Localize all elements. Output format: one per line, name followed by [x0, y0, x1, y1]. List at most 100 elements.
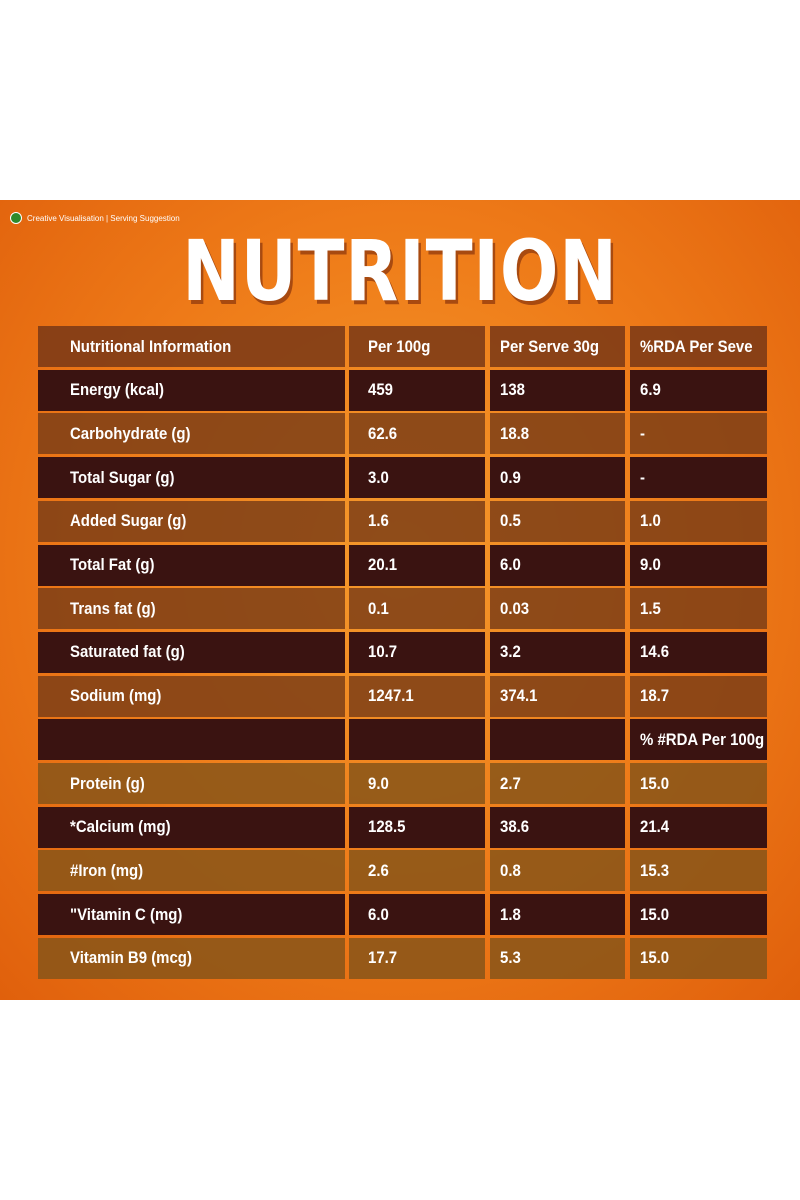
cell-text: Per 100g [368, 336, 431, 356]
cell-text: 6.9 [640, 380, 661, 400]
cell-text: 9.0 [368, 773, 389, 793]
table-cell: Carbohydrate (g) [38, 413, 345, 455]
table-cell [349, 719, 485, 761]
table-cell: Saturated fat (g) [38, 631, 345, 673]
cell-text: 6.0 [368, 904, 389, 924]
cell-text: 138 [500, 380, 525, 400]
table-cell: 459 [349, 369, 485, 411]
table-cell: *Calcium (mg) [38, 806, 345, 848]
cell-text: 15.0 [640, 773, 670, 793]
cell-text: 0.8 [500, 860, 521, 880]
cell-text: 128.5 [368, 817, 406, 837]
cell-text: 15.3 [640, 860, 670, 880]
table-cell: 0.1 [349, 588, 485, 630]
cell-text: 9.0 [640, 555, 661, 574]
cell-text: Sodium (mg) [70, 686, 162, 706]
cell-text: Added Sugar (g) [70, 511, 187, 531]
badge-text: Creative Visualisation | Serving Suggest… [27, 213, 180, 223]
title: NUTRITION [182, 222, 618, 320]
cell-text: Carbohydrate (g) [70, 423, 191, 443]
badge: Creative Visualisation | Serving Suggest… [10, 212, 180, 224]
table-cell: Energy (kcal) [38, 369, 345, 411]
table-cell: 9.0 [630, 544, 767, 586]
cell-text: 21.4 [640, 817, 670, 837]
table-cell: Total Sugar (g) [38, 457, 345, 499]
cell-text: Total Fat (g) [70, 555, 155, 574]
table-cell: 15.0 [630, 894, 767, 936]
cell-text: 1247.1 [368, 686, 414, 706]
cell-text: 2.7 [500, 773, 521, 793]
cell-text: *Calcium (mg) [70, 817, 171, 837]
table-cell: 1.0 [630, 500, 767, 542]
table-cell: Added Sugar (g) [38, 500, 345, 542]
table-cell: 1.8 [490, 894, 625, 936]
cell-text: % #RDA Per 100g [640, 729, 765, 749]
table-cell: 138 [490, 369, 625, 411]
cell-text: 459 [368, 380, 393, 400]
table-cell: Protein (g) [38, 763, 345, 804]
cell-text: 0.03 [500, 598, 530, 618]
table-cell: 10.7 [349, 631, 485, 673]
table-cell: 18.8 [490, 413, 625, 455]
cell-text: 0.1 [368, 598, 389, 618]
cell-text: Total Sugar (g) [70, 467, 175, 487]
cell-text: Saturated fat (g) [70, 642, 185, 662]
cell-text: 3.0 [368, 467, 389, 487]
cell-text: #Iron (mg) [70, 860, 144, 880]
cell-text: Protein (g) [70, 773, 145, 793]
cell-text: 0.9 [500, 467, 521, 487]
table-cell: - [630, 413, 767, 455]
panel: Creative Visualisation | Serving Suggest… [0, 200, 800, 1000]
table-cell: 3.0 [349, 457, 485, 499]
cell-text: 10.7 [368, 642, 398, 662]
cell-text: 1.5 [640, 598, 661, 618]
cell-text: 1.0 [640, 511, 661, 531]
table-cell: 15.0 [630, 763, 767, 804]
header-cell: Nutritional Information [38, 326, 345, 367]
table-cell: 2.6 [349, 850, 485, 892]
table-cell: 0.9 [490, 457, 625, 499]
table-cell: 0.8 [490, 850, 625, 892]
table-cell: 17.7 [349, 937, 485, 979]
cell-text: Vitamin B9 (mcg) [70, 948, 192, 968]
cell-text: 5.3 [500, 948, 521, 968]
cell-text: 1.8 [500, 904, 521, 924]
table-cell [490, 719, 625, 761]
cell-text: Nutritional Information [70, 336, 232, 356]
table-cell: 20.1 [349, 544, 485, 586]
table-cell: 15.3 [630, 850, 767, 892]
table-cell: 2.7 [490, 763, 625, 804]
cell-text: 15.0 [640, 948, 670, 968]
cell-text: 62.6 [368, 423, 398, 443]
table-cell: 374.1 [490, 675, 625, 717]
table-cell: 38.6 [490, 806, 625, 848]
table-cell: 5.3 [490, 937, 625, 979]
table-cell: Total Fat (g) [38, 544, 345, 586]
table-cell: 6.0 [490, 544, 625, 586]
cell-text: 1.6 [368, 511, 389, 531]
cell-text: %RDA Per Seve [640, 336, 753, 356]
cell-text: 2.6 [368, 860, 389, 880]
cell-text: 18.8 [500, 423, 530, 443]
table-cell: 62.6 [349, 413, 485, 455]
cell-text: 0.5 [500, 511, 521, 531]
table-cell: 3.2 [490, 631, 625, 673]
table-cell: 1.6 [349, 500, 485, 542]
cell-text: 17.7 [368, 948, 398, 968]
cell-text: 14.6 [640, 642, 670, 662]
cell-text: - [640, 467, 645, 487]
table-cell: 0.03 [490, 588, 625, 630]
table-cell: Vitamin B9 (mcg) [38, 937, 345, 979]
table-cell: 128.5 [349, 806, 485, 848]
cell-text: Per Serve 30g [500, 336, 599, 356]
table-cell: 0.5 [490, 500, 625, 542]
table-cell: #Iron (mg) [38, 850, 345, 892]
veg-mark [10, 212, 22, 224]
cell-text: "Vitamin C (mg) [70, 904, 183, 924]
table-cell: 1247.1 [349, 675, 485, 717]
table-cell: 6.0 [349, 894, 485, 936]
table-cell: 9.0 [349, 763, 485, 804]
table-cell: 6.9 [630, 369, 767, 411]
cell-text: Energy (kcal) [70, 380, 164, 400]
table-cell: - [630, 457, 767, 499]
